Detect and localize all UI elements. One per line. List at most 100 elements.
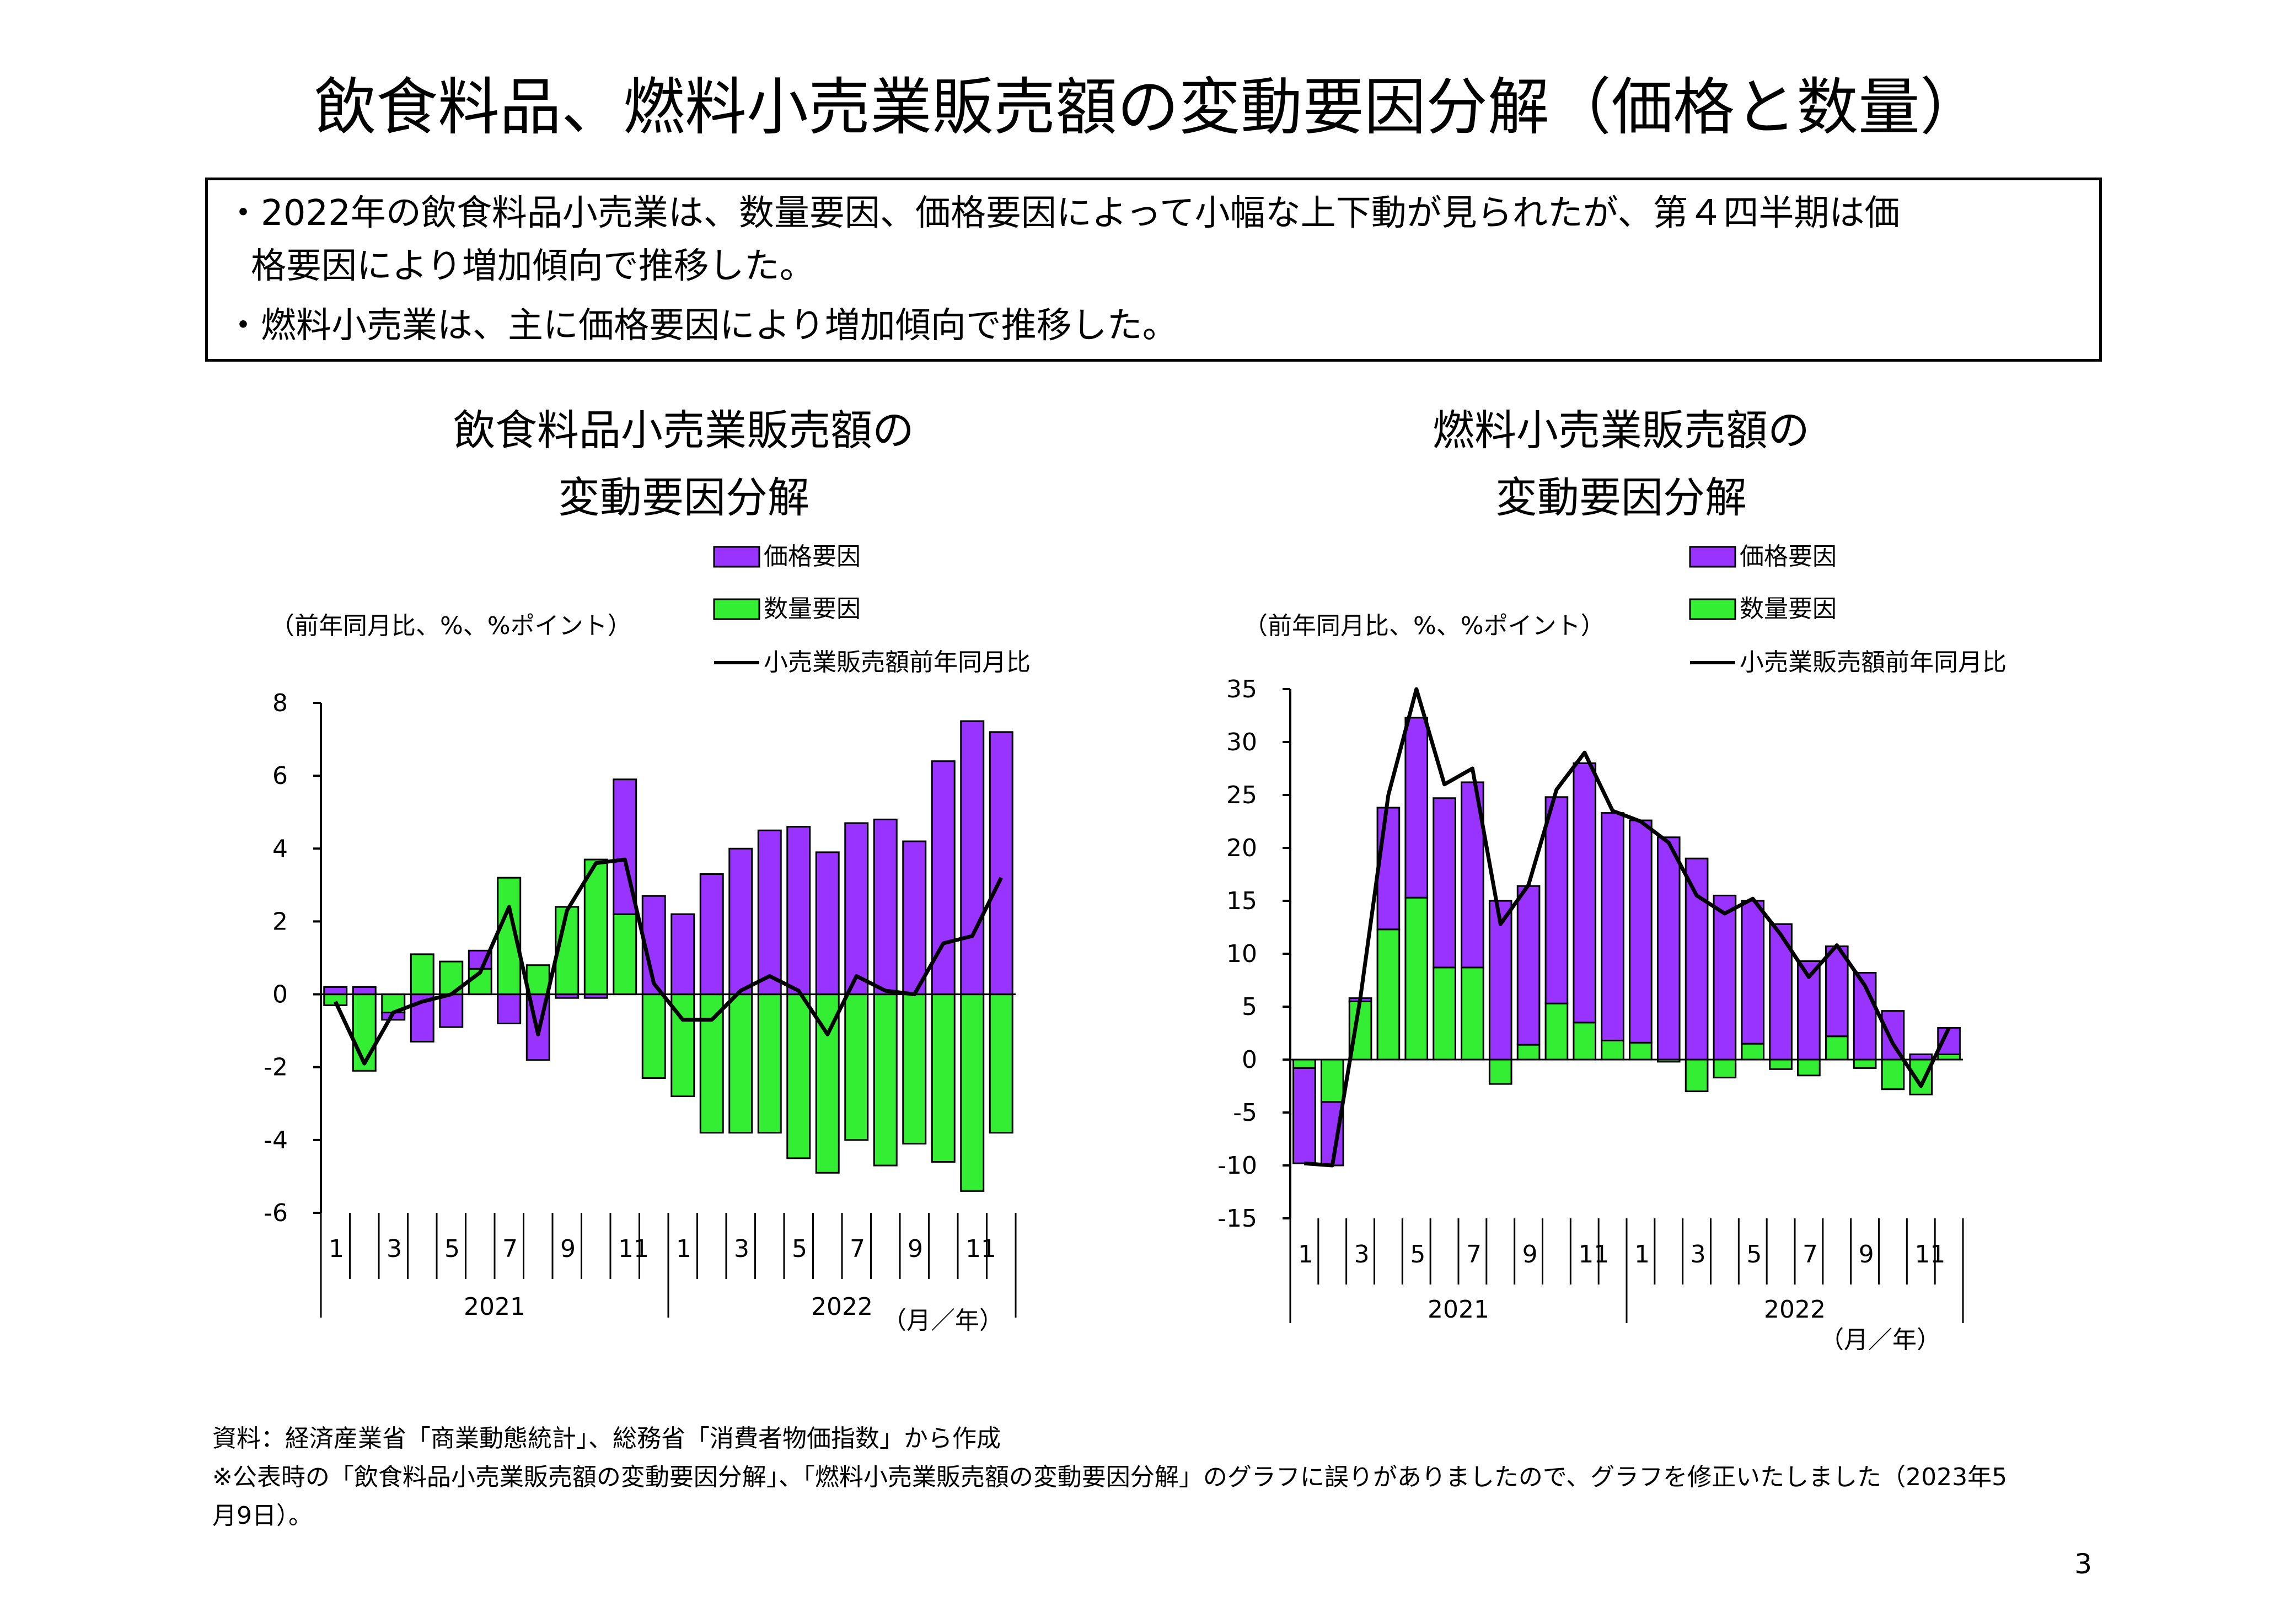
- quantity-bar: [1488, 1058, 1512, 1085]
- quantity-bar: [1516, 1044, 1541, 1061]
- quantity-bar: [641, 993, 666, 1079]
- price-bar: [1741, 900, 1765, 1045]
- price-bar: [1573, 762, 1597, 1024]
- month-label: 7: [1803, 1240, 1818, 1269]
- price-bar: [699, 873, 724, 996]
- price-bar: [1629, 819, 1653, 1044]
- unit-label: （前年同月比、%、%ポイント）: [270, 612, 632, 640]
- month-label: 11: [965, 1235, 996, 1263]
- source-note: 資料：経済産業省「商業動態統計」、総務省「消費者物価指数」から作成: [212, 1425, 1001, 1453]
- quantity-bar: [699, 993, 724, 1134]
- y-tick-label: 35: [1226, 675, 1257, 703]
- quantity-bar: [1433, 966, 1456, 1061]
- chart-title-food: 飲食料品小売業販売額の 変動要因分解: [298, 397, 1070, 531]
- legend-quantity-label: 数量要因: [764, 595, 861, 623]
- y-tick-label: 5: [1242, 993, 1257, 1021]
- quantity-bar: [1769, 1058, 1793, 1070]
- quantity-bar: [1713, 1058, 1737, 1079]
- price-bar: [786, 826, 811, 996]
- year-label: 2022: [811, 1293, 873, 1321]
- quantity-bar: [1376, 928, 1401, 1061]
- page-number: 3: [2074, 1548, 2092, 1580]
- price-bar: [1461, 781, 1484, 969]
- price-bar: [989, 731, 1013, 996]
- month-label: 11: [1914, 1240, 1945, 1269]
- price-bar: [1404, 717, 1429, 899]
- price-bar: [757, 829, 782, 996]
- legend-price-swatch: [713, 546, 760, 568]
- y-tick-label: -2: [264, 1054, 288, 1082]
- chart-title-fuel-line1: 燃料小売業販売額の: [1433, 406, 1810, 455]
- quantity-bar: [960, 993, 985, 1192]
- price-bar: [439, 993, 464, 1028]
- month-label: 3: [387, 1235, 402, 1263]
- summary-box: ・2022年の飲食料品小売業は、数量要因、価格要因によって小幅な上下動が見られた…: [205, 178, 2102, 362]
- y-tick-label: 0: [272, 981, 288, 1009]
- quantity-bar: [1320, 1058, 1344, 1103]
- month-label: 5: [444, 1235, 460, 1263]
- y-tick-label: 10: [1226, 940, 1257, 968]
- quantity-bar: [1797, 1058, 1821, 1077]
- quantity-bar: [844, 993, 869, 1141]
- quantity-bar: [1629, 1041, 1653, 1061]
- price-bar: [1656, 836, 1681, 1061]
- period-label: （月／年）: [882, 1307, 1004, 1335]
- month-label: 7: [502, 1235, 518, 1263]
- month-label: 3: [734, 1235, 749, 1263]
- price-bar: [1544, 796, 1569, 1004]
- correction-note-line1: ※公表時の「飲食料品小売業販売額の変動要因分解」、「燃料小売業販売額の変動要因分…: [212, 1463, 2008, 1491]
- chart-title-fuel-line2: 変動要因分解: [1495, 473, 1747, 522]
- legend-line-label: 小売業販売額前年同月比: [1740, 648, 2007, 676]
- quantity-bar: [1544, 1002, 1569, 1061]
- month-label: 11: [618, 1235, 649, 1263]
- total-line: [1304, 687, 1951, 1168]
- y-tick-label: 25: [1226, 781, 1257, 809]
- quantity-bar: [873, 993, 898, 1167]
- quantity-bar: [1881, 1058, 1905, 1090]
- price-bar: [1769, 923, 1793, 1061]
- price-bar: [1488, 900, 1512, 1061]
- year-label: 2021: [464, 1293, 525, 1321]
- summary-bullet-food-continued: 格要因により増加傾向で推移した。: [251, 246, 815, 287]
- month-label: 1: [676, 1235, 691, 1263]
- quantity-bar: [613, 913, 637, 996]
- total-line: [334, 857, 1003, 1066]
- month-label: 1: [1634, 1240, 1650, 1269]
- year-label: 2021: [1428, 1296, 1489, 1324]
- month-label: 9: [1859, 1240, 1874, 1269]
- month-label: 3: [1691, 1240, 1706, 1269]
- price-bar: [815, 851, 840, 996]
- price-bar: [1516, 885, 1541, 1046]
- year-label: 2022: [1764, 1296, 1826, 1324]
- month-label: 1: [329, 1235, 344, 1263]
- month-label: 9: [908, 1235, 923, 1263]
- price-bar: [960, 720, 985, 996]
- legend-quantity-label: 数量要因: [1740, 595, 1837, 623]
- chart-title-food-line2: 変動要因分解: [558, 473, 809, 522]
- y-tick-label: -5: [1233, 1099, 1257, 1127]
- legend-price-swatch: [1689, 546, 1736, 568]
- month-label: 9: [1522, 1240, 1538, 1269]
- quantity-bar: [1825, 1035, 1849, 1061]
- summary-bullet-food: ・2022年の飲食料品小売業は、数量要因、価格要因によって小幅な上下動が見られた…: [226, 193, 1900, 234]
- fuel-chart: （前年同月比、%、%ポイント）価格要因数量要因小売業販売額前年同月比353025…: [1217, 542, 2007, 1354]
- correction-note-line2: 月9日）。: [212, 1502, 313, 1530]
- y-tick-label: 2: [272, 907, 288, 936]
- month-label: 7: [850, 1235, 865, 1263]
- unit-label: （前年同月比、%、%ポイント）: [1243, 612, 1605, 640]
- price-bar: [873, 818, 898, 996]
- quantity-bar: [1461, 966, 1484, 1061]
- quantity-bar: [757, 993, 782, 1134]
- price-bar: [323, 986, 348, 996]
- y-tick-label: -10: [1217, 1152, 1257, 1180]
- quantity-bar: [1741, 1042, 1765, 1061]
- price-bar: [1292, 1067, 1316, 1164]
- quantity-bar: [525, 964, 550, 996]
- price-bar: [1825, 945, 1849, 1038]
- price-bar: [1713, 894, 1737, 1061]
- y-tick-label: 6: [272, 762, 288, 790]
- page-title: 飲食料品、燃料小売業販売額の変動要因分解（価格と数量）: [314, 72, 1982, 143]
- quantity-bar: [1573, 1022, 1597, 1061]
- quantity-bar: [352, 993, 377, 1072]
